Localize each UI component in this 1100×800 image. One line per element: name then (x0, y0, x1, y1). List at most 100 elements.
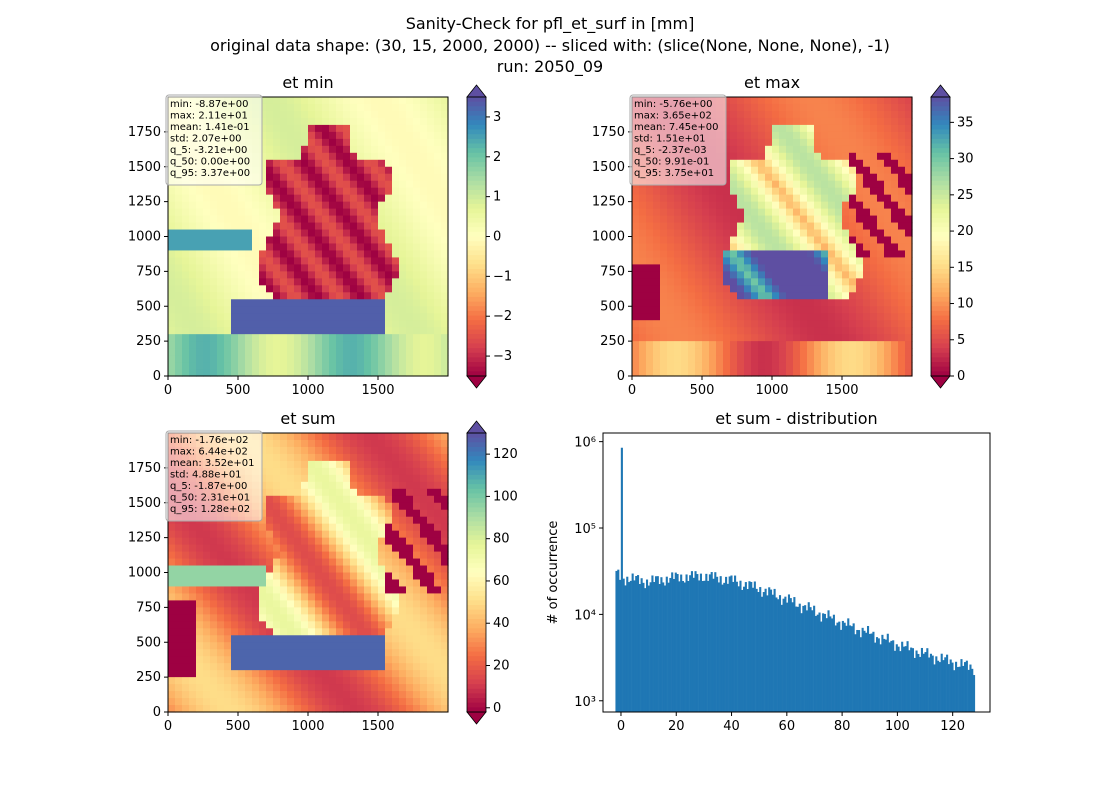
map-cell (413, 327, 421, 335)
map-cell (210, 705, 218, 713)
map-cell (737, 271, 745, 279)
map-cell (343, 502, 351, 511)
map-cell (392, 299, 400, 307)
map-cell (772, 334, 780, 342)
map-cell (807, 369, 815, 377)
map-cell (898, 194, 906, 203)
map-cell (877, 201, 885, 210)
map-cell (315, 544, 323, 553)
map-cell (322, 103, 330, 112)
map-cell (751, 103, 759, 112)
map-cell (793, 348, 801, 356)
map-cell (259, 299, 267, 307)
map-cell (392, 306, 400, 314)
map-cell (427, 579, 435, 588)
map-cell (406, 187, 414, 196)
map-cell (639, 299, 647, 307)
map-cell (231, 537, 239, 546)
map-cell (870, 348, 878, 356)
map-cell (392, 579, 400, 588)
map-cell (646, 201, 654, 210)
map-cell (434, 264, 442, 272)
map-cell (210, 292, 218, 300)
map-cell (266, 593, 274, 601)
map-cell (378, 257, 386, 265)
map-cell (737, 313, 745, 321)
map-cell (294, 215, 302, 224)
map-cell (189, 530, 197, 539)
map-cell (336, 348, 344, 356)
map-cell (245, 523, 253, 532)
map-cell (905, 187, 913, 196)
map-cell (287, 355, 295, 363)
map-cell (168, 257, 176, 265)
map-cell (287, 474, 295, 483)
colorbar-segment (931, 306, 950, 312)
map-cell (364, 495, 372, 504)
map-cell (175, 208, 183, 217)
map-cell (751, 138, 759, 147)
map-cell (765, 264, 773, 272)
map-cell (877, 152, 885, 161)
map-cell (434, 614, 442, 622)
map-cell (252, 698, 260, 706)
map-cell (399, 537, 407, 546)
map-cell (357, 614, 365, 622)
map-cell (168, 649, 176, 657)
map-cell (723, 250, 731, 259)
map-cell (744, 194, 752, 203)
map-cell (392, 355, 400, 363)
map-cell (168, 348, 176, 356)
map-cell (716, 222, 724, 231)
map-cell (203, 299, 211, 307)
map-cell (329, 201, 337, 210)
map-cell (695, 327, 703, 335)
map-cell (399, 691, 407, 699)
map-cell (259, 565, 267, 574)
map-cell (266, 327, 274, 335)
map-cell (434, 481, 442, 490)
map-cell (182, 236, 190, 245)
map-cell (688, 271, 696, 279)
map-cell (842, 159, 850, 168)
map-cell (210, 579, 218, 588)
map-cell (688, 355, 696, 363)
map-cell (856, 236, 864, 245)
map-cell (196, 530, 204, 539)
map-cell (751, 131, 759, 140)
map-cell (814, 355, 822, 363)
map-cell (273, 614, 281, 622)
map-cell (343, 586, 351, 595)
map-cell (301, 474, 309, 483)
map-cell (751, 320, 759, 328)
map-cell (639, 257, 647, 265)
map-cell (653, 243, 661, 252)
map-cell (434, 215, 442, 224)
map-cell (772, 97, 780, 105)
map-cell (413, 97, 421, 105)
map-cell (441, 278, 449, 286)
map-cell (772, 257, 780, 265)
map-cell (786, 110, 794, 119)
map-cell (224, 586, 232, 595)
map-cell (343, 495, 351, 504)
map-cell (709, 306, 717, 314)
map-cell (336, 684, 344, 692)
map-cell (280, 544, 288, 553)
map-cell (343, 677, 351, 685)
map-cell (238, 635, 246, 643)
map-cell (772, 341, 780, 349)
map-cell (231, 222, 239, 231)
map-cell (758, 278, 766, 286)
map-cell (392, 348, 400, 356)
map-cell (427, 705, 435, 713)
map-cell (870, 355, 878, 363)
map-cell (828, 348, 836, 356)
map-cell (828, 285, 836, 293)
map-cell (315, 187, 323, 196)
map-cell (329, 320, 337, 328)
map-cell (849, 117, 857, 126)
map-cell (294, 299, 302, 307)
map-cell (371, 656, 379, 664)
map-cell (364, 586, 372, 595)
